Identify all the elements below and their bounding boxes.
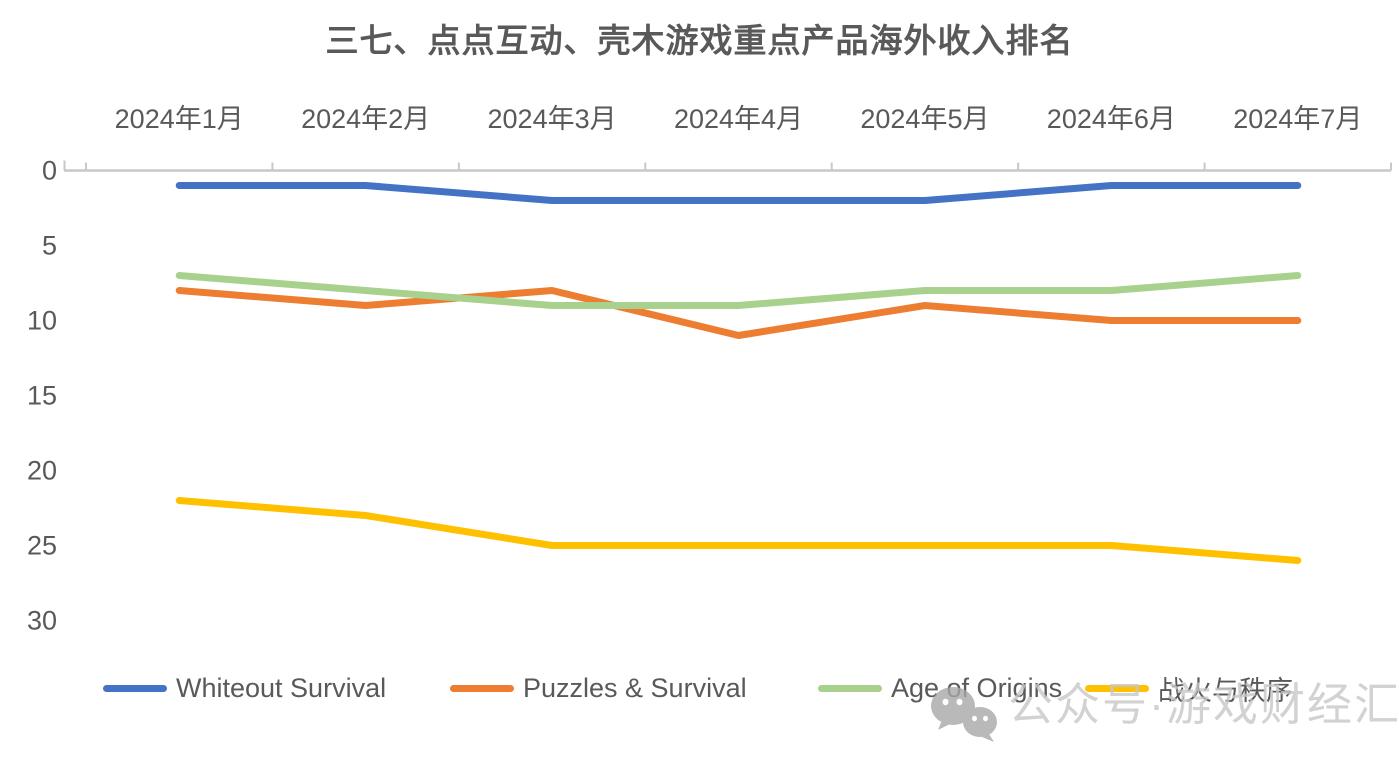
y-axis-label: 20 xyxy=(27,456,57,486)
x-axis-label: 2024年4月 xyxy=(674,104,803,134)
y-axis-label: 25 xyxy=(27,531,57,561)
legend-item-age-of-origins: Age of Origins xyxy=(818,672,1062,704)
x-axis-label: 2024年6月 xyxy=(1047,104,1176,134)
x-axis-label: 2024年2月 xyxy=(301,104,430,134)
chart-title: 三七、点点互动、壳木游戏重点产品海外收入排名 xyxy=(325,22,1074,59)
x-axis-label: 2024年7月 xyxy=(1233,104,1362,134)
x-axis-label: 2024年5月 xyxy=(860,104,989,134)
y-axis-label: 5 xyxy=(42,231,57,261)
series-line-0 xyxy=(175,182,1302,204)
x-axis-label: 2024年1月 xyxy=(115,104,244,134)
series-line-2 xyxy=(175,272,1302,309)
legend-label: 战火与秩序 xyxy=(1158,675,1293,706)
legend-swatch-yellow xyxy=(1085,684,1149,692)
legend-item-puzzles-survival: Puzzles & Survival xyxy=(450,672,747,704)
rank-line-chart: 2024年1月 2024年2月 2024年3月 2024年4月 2024年5月 2024年… xyxy=(27,104,1392,636)
legend-label: Age of Origins xyxy=(891,672,1063,703)
legend-swatch-green xyxy=(818,684,882,692)
y-axis-label: 15 xyxy=(27,381,57,411)
legend-item-zhanhuo-yu-zhixu: 战火与秩序 xyxy=(1085,672,1293,706)
legend-swatch-orange xyxy=(450,684,514,692)
series-line-1 xyxy=(175,287,1302,339)
y-axis-label: 10 xyxy=(27,306,57,336)
x-axis-label: 2024年3月 xyxy=(488,104,617,134)
y-axis-label: 30 xyxy=(27,606,57,636)
legend-label: Puzzles & Survival xyxy=(523,672,747,703)
series-line-3 xyxy=(175,497,1302,564)
legend-item-whiteout-survival: Whiteout Survival xyxy=(103,672,386,704)
legend-label: Whiteout Survival xyxy=(176,672,387,703)
y-axis-label: 0 xyxy=(42,156,57,186)
legend-swatch-blue xyxy=(103,684,167,692)
